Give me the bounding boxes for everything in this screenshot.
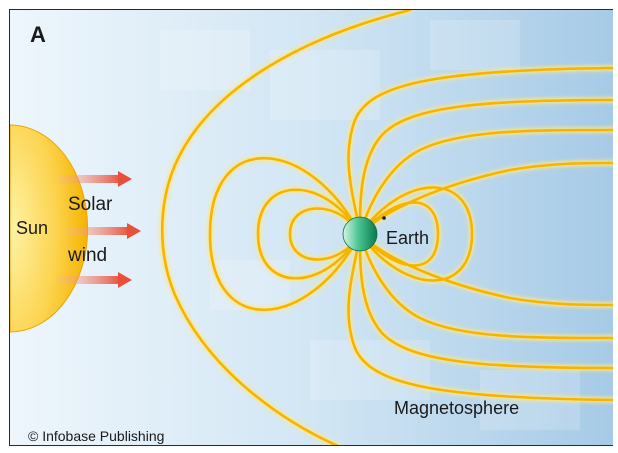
solar-wind-arrows bbox=[57, 171, 141, 288]
solar-wind-arrow bbox=[57, 272, 132, 288]
earth bbox=[342, 216, 378, 252]
solar-label: Solar bbox=[68, 194, 113, 215]
magnetosphere-label: Magnetosphere bbox=[394, 398, 520, 418]
magnetic-field-lines bbox=[159, 10, 613, 445]
solar-wind-arrow bbox=[66, 223, 141, 239]
magnetosphere-diagram bbox=[10, 10, 613, 445]
diagram-frame: A Sun Solar wind Earth Magnetosphere © I… bbox=[9, 9, 613, 446]
solar-wind-arrow bbox=[57, 171, 132, 187]
earth-label: Earth bbox=[386, 228, 430, 248]
panel-label: A bbox=[30, 22, 46, 47]
copyright-credit: © Infobase Publishing bbox=[28, 428, 165, 444]
sun-label: Sun bbox=[16, 218, 49, 238]
earth-label-dot bbox=[382, 216, 386, 220]
wind-label: wind bbox=[68, 245, 108, 266]
